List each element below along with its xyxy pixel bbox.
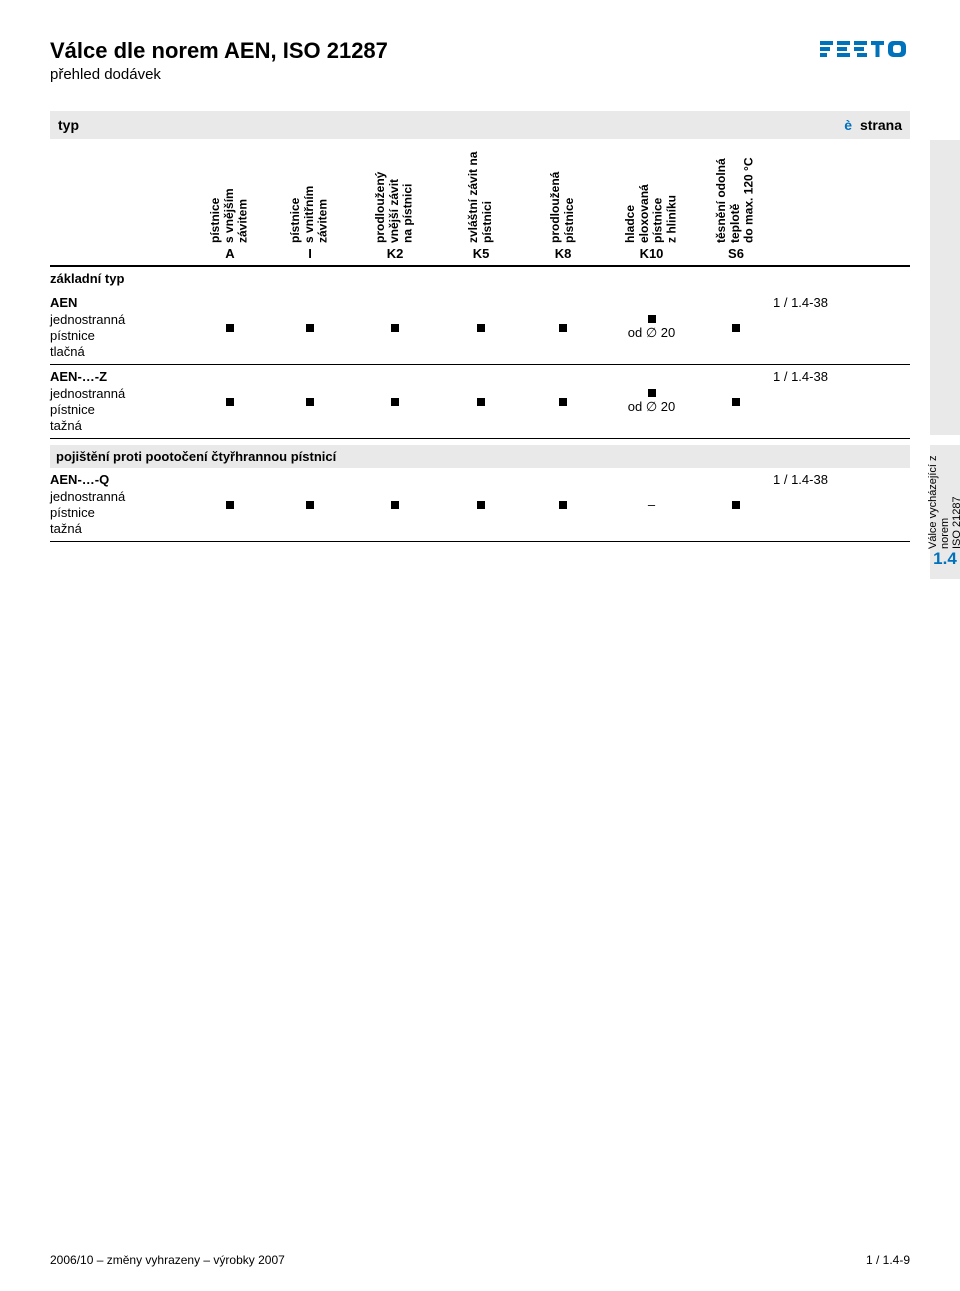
- feature-marker: [559, 501, 567, 509]
- table-cell: [699, 365, 773, 438]
- page-subtitle: přehled dodávek: [50, 66, 388, 83]
- table-cell: [190, 365, 270, 438]
- table-cell: [699, 291, 773, 364]
- table-cell: od ∅ 20: [604, 365, 699, 438]
- typ-label: typ: [58, 117, 79, 133]
- feature-marker: [477, 398, 485, 406]
- table-cell: [440, 468, 522, 541]
- table-cell: [350, 365, 440, 438]
- feature-marker: [391, 324, 399, 332]
- feature-marker: [648, 315, 656, 323]
- feature-marker: [559, 324, 567, 332]
- feature-marker: [391, 501, 399, 509]
- table-row: AEN-…-Zjednostrannápístnicetažná od ∅ 20 1…: [50, 365, 910, 439]
- table-cell: –: [604, 468, 699, 541]
- col-A: pístnice s vnějším závitemA: [190, 139, 270, 265]
- feature-marker: [391, 398, 399, 406]
- side-tab-num: 1.4: [933, 549, 957, 569]
- column-headers: pístnice s vnějším závitemA pístnice s v…: [50, 139, 910, 267]
- table-cell: [270, 468, 350, 541]
- col-end: [773, 139, 853, 265]
- table-cell: [699, 468, 773, 541]
- row-label: AEN-…-Qjednostrannápístnicetažná: [50, 468, 190, 541]
- feature-marker: [306, 398, 314, 406]
- table-cell: [440, 291, 522, 364]
- table-cell: [522, 365, 604, 438]
- feature-marker: [226, 398, 234, 406]
- strana-label: è strana: [844, 117, 902, 133]
- table-row: AENjednostrannápístnicetlačná od ∅ 20 1 / …: [50, 291, 910, 365]
- side-tab-grey: [930, 140, 960, 435]
- table-cell: [522, 468, 604, 541]
- footer-left: 2006/10 – změny vyhrazeny – výrobky 2007: [50, 1253, 285, 1267]
- table-row: AEN-…-Qjednostrannápístnicetažná – 1 / 1.4…: [50, 468, 910, 542]
- typ-header-row: typ è strana: [50, 111, 910, 139]
- strana-text: strana: [860, 117, 902, 133]
- feature-marker: [477, 501, 485, 509]
- feature-marker: [732, 398, 740, 406]
- col-S6: těsnění odolná teplotě do max. 120 °CS6: [699, 139, 773, 265]
- page-ref: 1 / 1.4-38: [773, 365, 853, 438]
- side-tab-labeled: Válce vycházející z norem ISO 21287 1.4: [930, 445, 960, 579]
- col-I: pístnice s vnitřním závitemI: [270, 139, 350, 265]
- page-footer: 2006/10 – změny vyhrazeny – výrobky 2007…: [50, 1253, 910, 1267]
- footer-right: 1 / 1.4-9: [866, 1253, 910, 1267]
- feature-marker: [306, 501, 314, 509]
- table-cell: [350, 291, 440, 364]
- table-cell: [440, 365, 522, 438]
- col-K5: zvláštní závit na pístniciK5: [440, 139, 522, 265]
- col-K10: hladce eloxovaná pístnice z hliníkuK10: [604, 139, 699, 265]
- page-title: Válce dle norem AEN, ISO 21287: [50, 38, 388, 64]
- festo-logo: [820, 38, 910, 60]
- row-label: AENjednostrannápístnicetlačná: [50, 291, 190, 364]
- feature-table: pístnice s vnějším závitemA pístnice s v…: [50, 139, 910, 542]
- page-ref: 1 / 1.4-38: [773, 291, 853, 364]
- row-label: AEN-…-Zjednostrannápístnicetažná: [50, 365, 190, 438]
- table-cell: [522, 291, 604, 364]
- table-cell: [270, 291, 350, 364]
- feature-marker: [306, 324, 314, 332]
- feature-marker: [732, 324, 740, 332]
- col-K8: prodloužená pístniceK8: [522, 139, 604, 265]
- feature-marker: [732, 501, 740, 509]
- table-cell: [190, 468, 270, 541]
- side-tab-label: Válce vycházející z norem ISO 21287: [927, 455, 960, 549]
- page-ref: 1 / 1.4-38: [773, 468, 853, 541]
- feature-marker: [477, 324, 485, 332]
- table-cell: [190, 291, 270, 364]
- feature-marker: [226, 324, 234, 332]
- arrow-icon: è: [844, 117, 852, 133]
- feature-marker: [559, 398, 567, 406]
- page-header: Válce dle norem AEN, ISO 21287 přehled d…: [50, 38, 910, 83]
- table-cell: od ∅ 20: [604, 291, 699, 364]
- section-label-row: základní typ: [50, 267, 910, 291]
- feature-marker: [226, 501, 234, 509]
- col-K2: prodloužený vnější závit na pístniciK2: [350, 139, 440, 265]
- section-header: pojištění proti pootočení čtyřhrannou pí…: [50, 439, 910, 468]
- feature-marker: [648, 389, 656, 397]
- table-cell: [350, 468, 440, 541]
- table-cell: [270, 365, 350, 438]
